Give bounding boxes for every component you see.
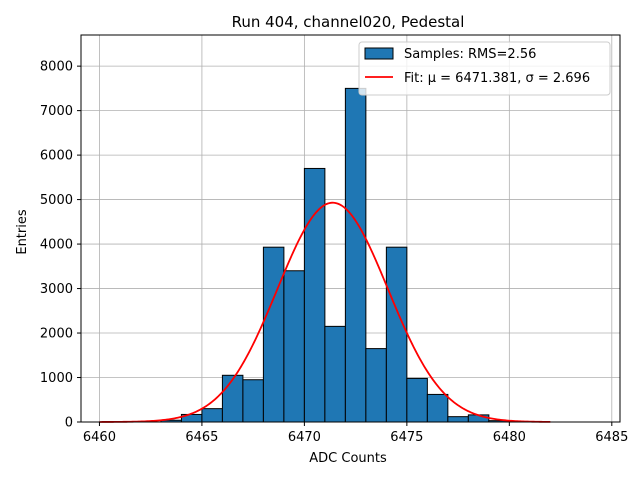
histogram-bar (221, 374, 244, 423)
x-tick-label: 6460 (83, 430, 116, 445)
legend-swatch-samples (364, 47, 394, 60)
legend-label-samples: Samples: RMS=2.56 (404, 47, 536, 62)
plot-frame (80, 34, 621, 423)
y-tick-label: 4000 (40, 238, 73, 253)
histogram-bar (385, 246, 408, 423)
y-tick-label: 3000 (40, 282, 73, 297)
y-tick-label: 0 (65, 416, 73, 431)
histogram-bar (426, 393, 449, 423)
y-tick-label: 8000 (40, 60, 73, 75)
histogram-bar (406, 377, 428, 423)
x-tick-label: 6470 (288, 430, 321, 445)
y-tick-label: 5000 (40, 193, 73, 208)
x-tick-label: 6465 (185, 430, 218, 445)
chart-title: Run 404, channel020, Pedestal (232, 13, 465, 31)
y-tick-label: 7000 (40, 104, 73, 119)
y-axis-ticks: 0 1000 2000 3000 4000 5000 6000 7000 8000 (40, 60, 81, 431)
fit-curve-group (99, 201, 551, 423)
legend-box (358, 41, 611, 96)
x-axis-ticks: 6460 6465 6470 6475 6480 6485 (83, 422, 628, 445)
histogram-bar (201, 408, 223, 423)
y-tick-label: 2000 (40, 327, 73, 342)
y-tick-label: 1000 (40, 371, 73, 386)
y-axis-label: Entries (15, 209, 30, 255)
histogram-bar (283, 270, 305, 423)
histogram-bar (447, 416, 469, 423)
histogram-bars (160, 87, 510, 423)
x-tick-label: 6485 (595, 430, 628, 445)
legend-label-fit: Fit: μ = 6471.381, σ = 2.696 (404, 71, 590, 86)
x-tick-label: 6475 (390, 430, 423, 445)
histogram-bar (365, 348, 387, 423)
x-axis-label: ADC Counts (309, 451, 387, 466)
histogram-bar (324, 325, 346, 423)
fit-curve (99, 201, 551, 423)
histogram-bar (242, 379, 264, 423)
legend: Samples: RMS=2.56 Fit: μ = 6471.381, σ =… (358, 41, 611, 96)
y-tick-label: 6000 (40, 149, 73, 164)
x-tick-label: 6480 (493, 430, 526, 445)
histogram-bar (344, 87, 367, 423)
histogram-bar (262, 246, 285, 423)
